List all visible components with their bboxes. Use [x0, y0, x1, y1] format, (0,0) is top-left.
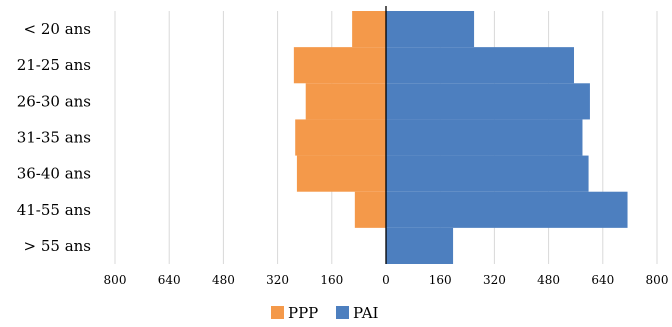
category-label: 41-55 ans — [17, 201, 91, 219]
x-tick-label: 160 — [320, 273, 343, 287]
category-labels: < 20 ans 21-25 ans 26-30 ans 31-35 ans 36-40… — [17, 20, 91, 255]
x-tick-label: 640 — [591, 273, 614, 287]
x-tick-label: 480 — [537, 273, 560, 287]
x-tick-label: 800 — [104, 273, 127, 287]
x-tick-label: 0 — [382, 273, 390, 287]
bar-ppp — [305, 83, 386, 120]
category-label: 31-35 ans — [17, 129, 91, 147]
category-label: 36-40 ans — [17, 165, 91, 183]
legend-label: PAI — [353, 304, 379, 322]
x-tick-label: 640 — [158, 273, 181, 287]
category-label: 26-30 ans — [17, 92, 91, 110]
bar-ppp — [293, 47, 386, 84]
bar-ppp — [296, 155, 386, 192]
bar-pai — [386, 227, 454, 264]
legend-label: PPP — [288, 304, 318, 322]
bars — [293, 11, 628, 264]
x-tick-label: 480 — [212, 273, 235, 287]
category-label: < 20 ans — [24, 20, 92, 38]
bar-pai — [386, 119, 583, 156]
bar-pai — [386, 83, 590, 120]
bar-pai — [386, 11, 475, 48]
legend-item-ppp: PPP — [271, 304, 318, 322]
legend-swatch — [336, 306, 349, 319]
bar-pai — [386, 191, 628, 228]
x-tick-labels: 800 640 480 320 160 0 160 320 480 640 800 — [104, 273, 669, 287]
bar-pai — [386, 155, 589, 192]
legend-swatch — [271, 306, 284, 319]
x-tick-label: 160 — [429, 273, 452, 287]
bar-ppp — [352, 11, 386, 48]
bar-ppp — [295, 119, 386, 156]
bar-pai — [386, 47, 575, 84]
category-label: > 55 ans — [24, 237, 92, 255]
legend: PPP PAI — [271, 304, 379, 322]
bar-ppp — [354, 191, 386, 228]
x-tick-label: 320 — [483, 273, 506, 287]
x-tick-label: 320 — [266, 273, 289, 287]
category-label: 21-25 ans — [17, 56, 91, 74]
legend-item-pai: PAI — [336, 304, 379, 322]
x-tick-label: 800 — [646, 273, 669, 287]
